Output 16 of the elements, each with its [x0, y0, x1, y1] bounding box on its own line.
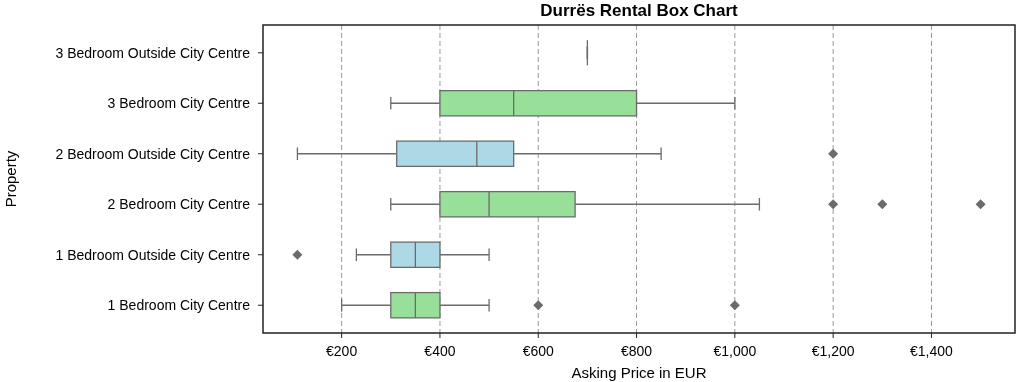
x-axis-title: Asking Price in EUR [571, 364, 707, 381]
x-tick-label: €1,400 [910, 343, 954, 359]
x-tick-label: €800 [620, 343, 653, 359]
y-tick-label: 2 Bedroom Outside City Centre [55, 145, 251, 162]
x-tick-label: €1,200 [811, 343, 855, 359]
y-tick-label: 2 Bedroom City Centre [107, 196, 251, 213]
x-tick-label: €1,000 [713, 343, 757, 359]
y-tick-label: 1 Bedroom City Centre [107, 297, 251, 314]
y-axis-title: Property [2, 150, 19, 208]
y-tick-label: 1 Bedroom Outside City Centre [55, 246, 251, 263]
y-tick-label: 3 Bedroom City Centre [107, 95, 251, 112]
x-tick-label: €400 [424, 343, 456, 359]
x-tick-label: €200 [326, 343, 358, 359]
chart-title: Durrës Rental Box Chart [540, 1, 739, 20]
x-tick-label: €600 [522, 343, 555, 359]
y-tick-label: 3 Bedroom Outside City Centre [55, 44, 251, 61]
